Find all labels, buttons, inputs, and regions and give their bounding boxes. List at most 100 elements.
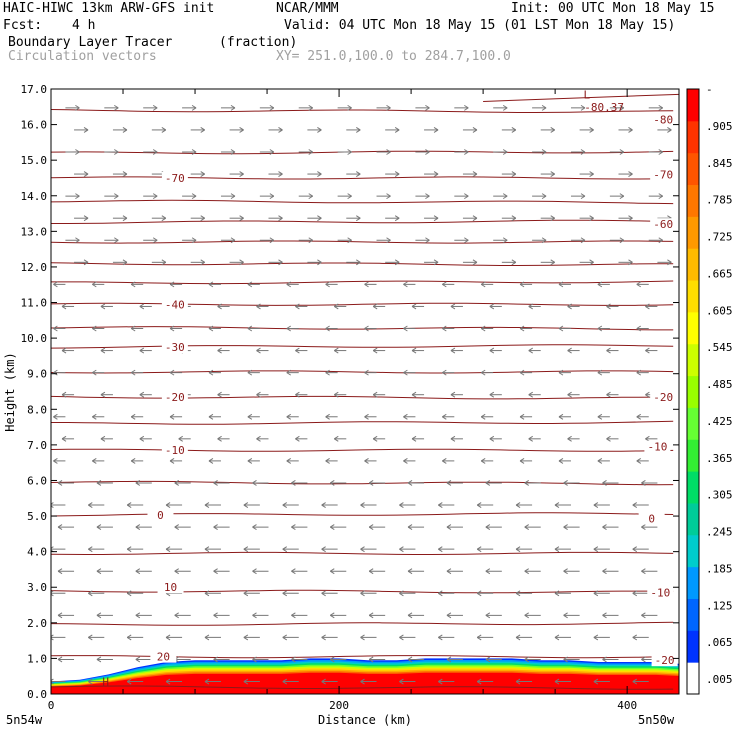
wind-vector-head [252, 524, 257, 531]
wind-vector-head [61, 347, 67, 354]
wind-vector-head [567, 435, 572, 442]
wind-vector-head [502, 193, 508, 200]
wind-vector-head [433, 127, 439, 133]
wind-vector-head [511, 215, 517, 222]
wind-vector-head [563, 612, 568, 619]
wind-vector-head [200, 171, 205, 177]
wind-vector-head [330, 612, 335, 619]
wind-vector-head [386, 104, 391, 111]
wind-vector-head [464, 237, 469, 244]
wind-vector-head [135, 568, 141, 575]
temperature-contour-line [51, 370, 674, 374]
wind-vector-head [360, 502, 365, 508]
wind-vector-head [360, 634, 365, 641]
wind-vector-head [593, 590, 599, 597]
wind-vector-head [528, 391, 533, 398]
wind-vector-head [75, 237, 80, 244]
wind-vector-head [57, 656, 63, 663]
low-value: -80.37 [584, 101, 624, 114]
wind-vector-head [360, 546, 365, 553]
wind-vector-head [330, 524, 335, 531]
wind-vector-head [597, 325, 603, 332]
contour-label-bg [157, 581, 184, 594]
wind-vector-head [433, 215, 439, 222]
wind-vector-head [511, 127, 517, 133]
contour-label: -60 [653, 218, 673, 231]
wind-vector-head [174, 568, 179, 575]
wind-vector-head [282, 678, 288, 685]
wind-vector-head [139, 391, 145, 398]
colorbar-label: .185 [706, 562, 733, 575]
wind-vector-head [464, 149, 469, 155]
wind-vector-head [619, 237, 625, 244]
wind-vector-head [321, 590, 326, 597]
wind-vector-head [446, 656, 452, 663]
wind-vector-head [480, 413, 486, 420]
wind-vector-head [368, 480, 374, 486]
wind-vector-head [515, 546, 521, 553]
wind-vector-head [61, 303, 67, 310]
colorbar-swatch [687, 471, 699, 504]
wind-vector-head [541, 149, 547, 155]
wind-vector-head [450, 347, 456, 354]
wind-vector-head [174, 480, 179, 486]
wind-vector-head [425, 149, 430, 155]
wind-vector-head [446, 612, 452, 619]
colorbar-swatch [687, 216, 699, 249]
wind-vector-head [200, 259, 205, 266]
wind-vector-head [130, 325, 136, 332]
colorbar-label: - [706, 83, 713, 96]
wind-vector-head [334, 303, 339, 310]
wind-vector-head [519, 369, 525, 376]
wind-vector-head [204, 502, 210, 508]
wind-vector-head [88, 590, 93, 597]
wind-vector-head [217, 435, 222, 442]
wind-vector-head [308, 193, 314, 200]
wind-vector-head [472, 127, 478, 133]
wind-vector-head [252, 480, 257, 486]
wind-vector-head [658, 193, 664, 200]
wind-vector-head [295, 347, 300, 354]
temperature-contour-line [51, 326, 674, 331]
wind-vector-head [135, 480, 141, 486]
wind-vector-head [628, 171, 633, 177]
field-units: (fraction) [219, 35, 298, 50]
y-tick-label: 1.0 [27, 652, 47, 665]
wind-vector-head [485, 612, 491, 619]
wind-vector-head [213, 612, 218, 619]
wind-vector-head [88, 634, 93, 641]
contour-label-bg [161, 390, 188, 403]
wind-vector-head [152, 237, 158, 244]
wind-vector-head [114, 193, 119, 200]
wind-vector-head [126, 678, 132, 685]
wind-vector-head [165, 634, 171, 641]
contour-label: -70 [165, 172, 185, 185]
wind-vector-head [256, 347, 261, 354]
wind-vector-head [476, 634, 482, 641]
wind-vector-head [667, 127, 672, 133]
wind-vector-head [282, 634, 288, 641]
temperature-contour-line [51, 685, 674, 690]
wind-vector-head [589, 215, 594, 222]
wind-vector-head [476, 590, 482, 597]
wind-vector-head [368, 524, 374, 531]
wind-vector-head [252, 612, 257, 619]
wind-vector-head [130, 281, 136, 288]
wind-vector-head [204, 590, 210, 597]
wind-vector-head [75, 104, 80, 111]
wind-vector-head [278, 171, 283, 177]
colorbar-label: .665 [706, 267, 733, 280]
wind-vector-head [364, 457, 369, 464]
wind-vector-head [438, 590, 443, 597]
wind-vector-head [330, 656, 335, 663]
wind-vector-head [636, 369, 642, 376]
wind-vector-head [372, 391, 378, 398]
colorbar-swatch [687, 439, 699, 472]
wind-vector-head [502, 104, 508, 111]
y-tick-label: 4.0 [27, 546, 47, 559]
wind-vector-head [554, 678, 560, 685]
wind-vector-head [476, 678, 482, 685]
wind-vector-head [524, 480, 529, 486]
wind-vector-head [239, 259, 244, 266]
